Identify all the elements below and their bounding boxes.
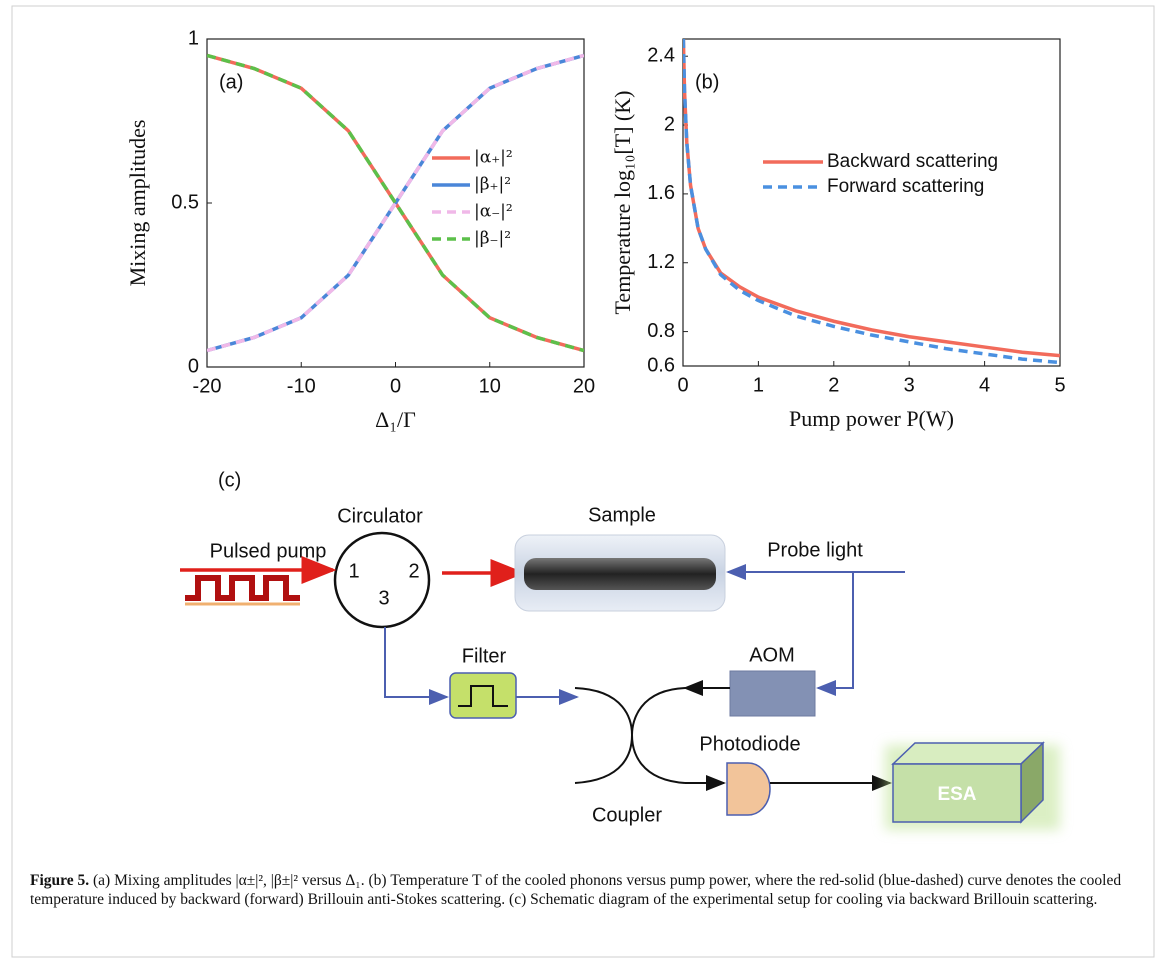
x-tick-label: 20 [573, 375, 595, 397]
y-tick-label: 0 [188, 355, 199, 377]
port-label: 2 [408, 560, 419, 582]
port-label: 3 [378, 587, 389, 609]
y-axis-label: Temperature log₁₀[T] (K) [610, 91, 635, 315]
sample-label: Sample [588, 504, 656, 526]
x-tick-label: 10 [479, 375, 501, 397]
x-tick-label: -10 [287, 375, 316, 397]
pump-label: Pulsed pump [210, 540, 327, 562]
filter-icon [458, 685, 508, 707]
probe-arrow [816, 572, 854, 696]
aom [729, 670, 816, 717]
y-tick-label: 0.6 [647, 354, 675, 376]
coupler-label: Coupler [592, 804, 662, 826]
esa [892, 763, 1022, 823]
filter-label: Filter [462, 645, 507, 667]
y-tick-label: 0.5 [171, 191, 199, 213]
data-line [207, 53, 584, 353]
panel-label: (b) [695, 71, 719, 93]
y-tick-label: 1 [188, 27, 199, 49]
x-tick-label: 3 [904, 374, 915, 396]
plot-frame [682, 38, 1061, 367]
x-tick-label: 4 [979, 374, 990, 396]
data-line [683, 39, 1060, 365]
esa-top [891, 742, 1045, 765]
legend-label: |α₋|² [474, 202, 513, 222]
photodiode [726, 762, 771, 816]
chart: -20 -10 0 10 20 0 0.5 1 |α₊|² |β₊|² |α₋|² |β₋|² (a) Δ… [125, 27, 595, 432]
panel-label: (c) [218, 469, 241, 491]
x-axis-label: Pump power P(W) [789, 406, 954, 431]
caption-label: Figure 5. [30, 872, 90, 889]
caption-text: (a) Mixing amplitudes |α±|², |β±|² versu… [30, 872, 1122, 908]
y-tick-label: 2 [664, 113, 675, 135]
caption: Figure 5. (a) Mixing amplitudes |α±|², |… [30, 871, 1135, 909]
x-tick-label: 1 [753, 374, 764, 396]
y-tick-label: 1.6 [647, 182, 675, 204]
pulse-train [185, 575, 300, 601]
legend-label: Forward scattering [827, 176, 984, 197]
panel-label: (a) [219, 71, 243, 93]
circulator-label: Circulator [337, 505, 423, 527]
coupler [574, 687, 634, 784]
filter [449, 672, 517, 719]
y-tick-label: 1.2 [647, 251, 675, 273]
legend-label: |β₋|² [474, 229, 511, 249]
diagram: (c) Circulator 1 2 3 Pulsed pump Sample … [180, 469, 1060, 830]
x-tick-label: 2 [828, 374, 839, 396]
x-tick-label: 0 [390, 375, 401, 397]
x-tick-label: 0 [677, 374, 688, 396]
y-tick-label: 0.8 [647, 320, 675, 342]
x-tick-label: -20 [193, 375, 222, 397]
coupler [630, 687, 686, 784]
sample-rod [524, 558, 716, 590]
data-line [683, 39, 1060, 358]
circulator-arrow [384, 627, 449, 705]
y-tick-label: 2.4 [647, 44, 675, 66]
data-line [207, 53, 584, 353]
legend-label: Backward scattering [827, 151, 998, 172]
figure-border [11, 5, 1155, 958]
chart: 0 1 2 3 4 5 0.6 0.8 1.2 1.6 2 2.4 Backward scatterin… [610, 38, 1066, 431]
photodiode-label: Photodiode [699, 733, 800, 755]
probe-label: Probe light [767, 539, 863, 561]
x-axis-label: Δ₁/Γ [375, 407, 416, 432]
legend-label: |α₊|² [474, 148, 513, 168]
aom-label: AOM [749, 644, 795, 666]
legend-label: |β₊|² [474, 175, 511, 195]
port-label: 1 [348, 560, 359, 582]
y-axis-label: Mixing amplitudes [125, 120, 150, 287]
x-tick-label: 5 [1054, 374, 1065, 396]
esa-label: ESA [937, 784, 976, 805]
